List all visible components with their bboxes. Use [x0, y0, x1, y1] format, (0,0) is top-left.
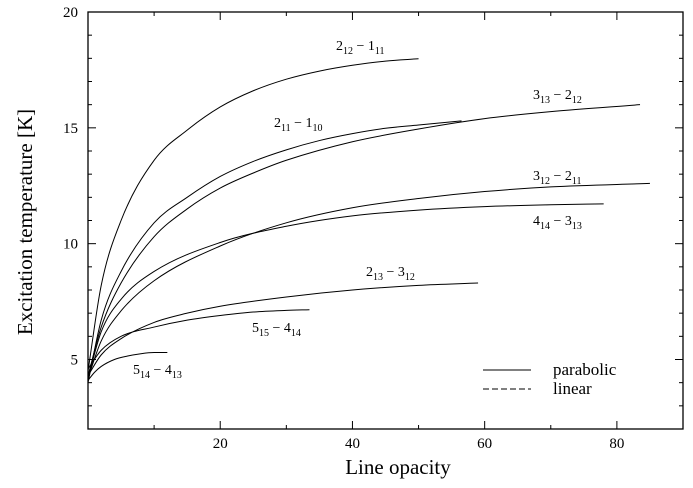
y-tick-label: 15 — [63, 121, 78, 137]
curve-label-6: 515 − 414 — [252, 321, 301, 339]
y-tick-label: 10 — [63, 237, 78, 253]
y-tick-label: 20 — [63, 5, 78, 21]
curve-labels: 212 − 111 211 − 110 313 − 212 312 − 211 414 … — [133, 39, 582, 381]
x-tick-label: 40 — [345, 436, 360, 452]
y-axis-title: Excitation temperature [K] — [13, 109, 37, 335]
legend-label-parabolic: parabolic — [553, 360, 617, 379]
curve-label-4: 414 − 313 — [533, 214, 582, 232]
curve-label-2: 313 − 212 — [533, 88, 582, 106]
curve-7 — [87, 352, 168, 381]
x-tick-label: 60 — [477, 436, 492, 452]
curve-label-7: 514 − 413 — [133, 363, 182, 381]
x-tick-label: 20 — [213, 436, 228, 452]
x-tick-label: 80 — [609, 436, 624, 452]
curve-label-1: 211 − 110 — [274, 116, 323, 134]
curve-3 — [87, 182, 650, 379]
y-tick-label: 5 — [71, 353, 79, 369]
curve-1 — [87, 120, 462, 383]
legend-label-linear: linear — [553, 379, 592, 398]
curve-0 — [87, 58, 419, 372]
axis-ticks: 20 40 60 80 5 10 15 20 — [63, 5, 683, 452]
curve-4 — [87, 203, 604, 379]
curve-label-5: 213 − 312 — [366, 265, 415, 283]
curve-2 — [87, 104, 641, 376]
curve-label-3: 312 − 211 — [533, 169, 582, 187]
curve-label-0: 212 − 111 — [336, 39, 385, 57]
x-axis-title: Line opacity — [345, 455, 451, 479]
curve-6 — [87, 309, 310, 370]
curve-5 — [87, 282, 479, 376]
curves — [87, 58, 650, 383]
